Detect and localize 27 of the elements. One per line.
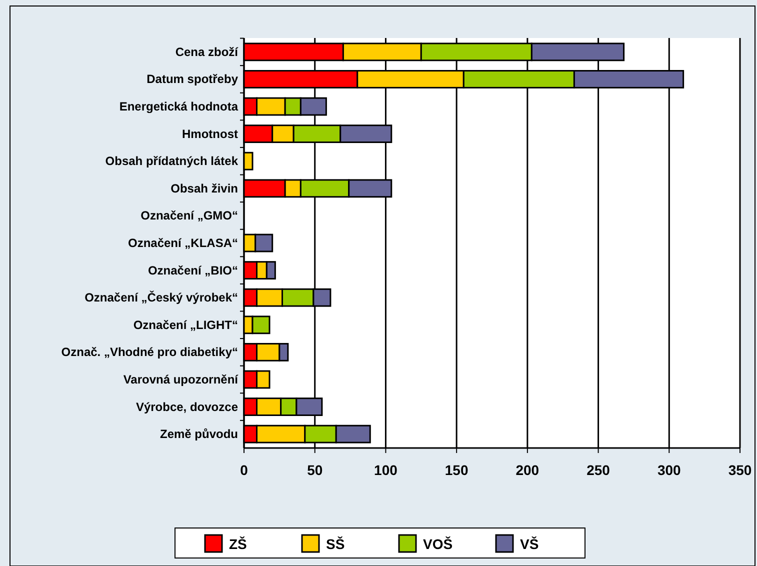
x-tick-label: 250 xyxy=(586,462,610,478)
legend-label: VOŠ xyxy=(423,536,453,552)
x-tick-label: 150 xyxy=(444,462,468,478)
y-tick-label: Výrobce, dovozce xyxy=(136,400,238,414)
legend-label: ZŠ xyxy=(229,536,247,552)
x-tick-label: 350 xyxy=(728,462,752,478)
y-tick-label: Označení „Český výrobek“ xyxy=(84,290,238,305)
y-tick-label: Varovná upozornění xyxy=(123,372,239,386)
y-tick-label: Obsah přídatných látek xyxy=(105,154,238,168)
y-tick-label: Cena zboží xyxy=(175,44,239,59)
y-tick-label: Označení „LIGHT“ xyxy=(133,318,238,332)
x-tick-label: 300 xyxy=(657,462,682,478)
y-tick-label: Označení „GMO“ xyxy=(140,208,238,223)
x-tick-label: 100 xyxy=(374,462,398,478)
y-tick-label: Datum spotřeby xyxy=(146,72,238,86)
x-tick-label: 200 xyxy=(516,462,540,478)
legend-label: VŠ xyxy=(520,536,539,552)
y-tick-label: Označení „BIO“ xyxy=(148,263,238,278)
x-tick-label: 50 xyxy=(307,462,323,478)
y-tick-label: Označ. „Vhodné pro diabetiky“ xyxy=(61,345,238,360)
x-tick-label: 0 xyxy=(240,462,248,478)
y-tick-label: Země původu xyxy=(160,427,238,442)
y-tick-label: Obsah živin xyxy=(170,181,238,196)
y-tick-label: Hmotnost xyxy=(182,126,238,141)
legend-label: SŠ xyxy=(326,536,345,552)
y-tick-label: Označení „KLASA“ xyxy=(128,236,238,250)
y-tick-label: Energetická hodnota xyxy=(119,100,238,114)
